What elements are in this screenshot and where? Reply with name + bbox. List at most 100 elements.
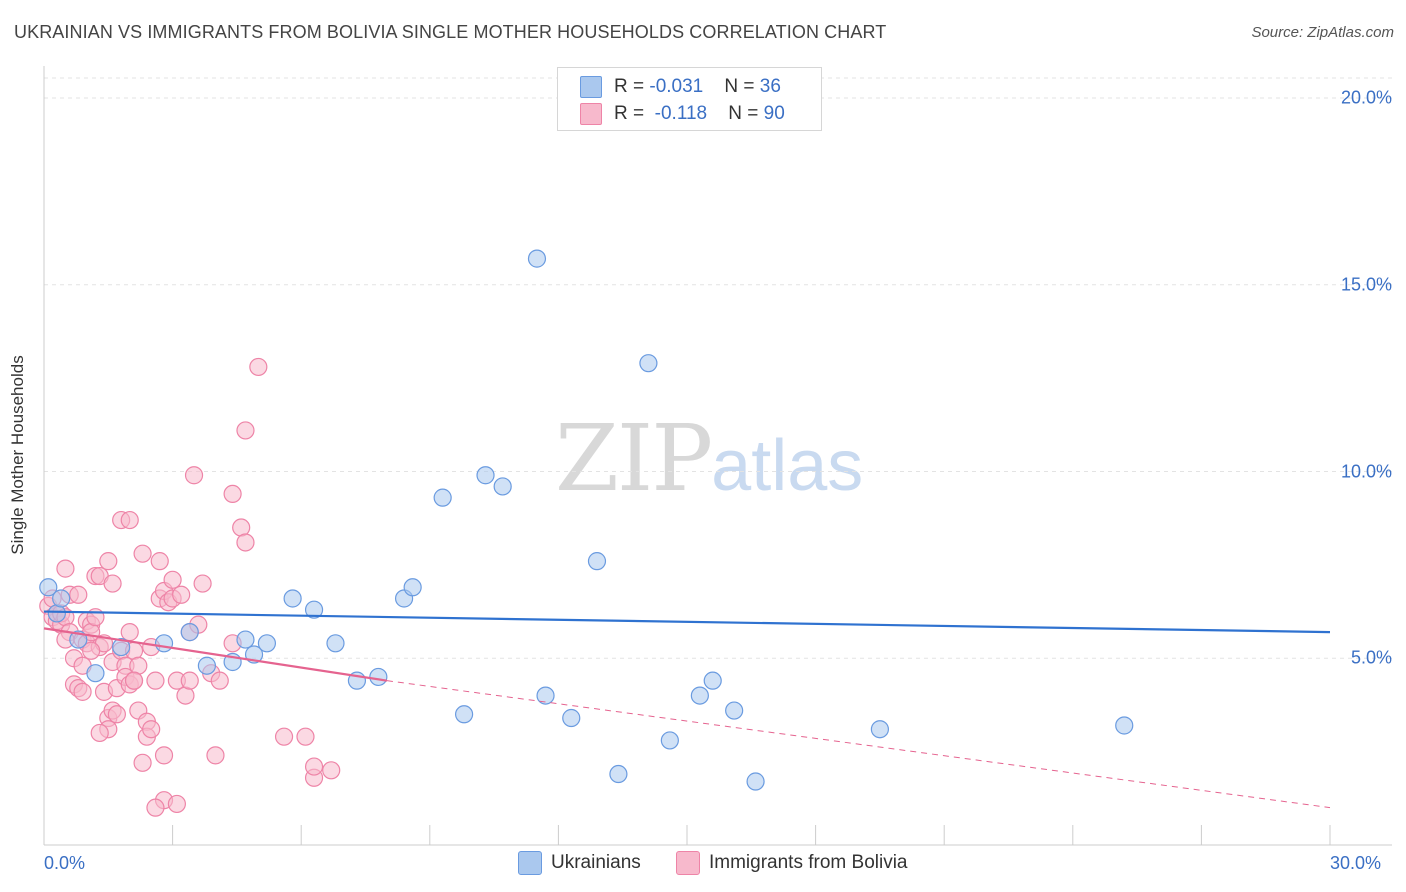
- watermark: ZIPatlas: [555, 405, 863, 512]
- point-ukrainians: [870, 720, 890, 739]
- r-value: -0.118: [654, 103, 708, 124]
- point-ukrainians: [236, 630, 255, 649]
- point-ukrainians: [180, 623, 199, 642]
- point-ukrainians: [283, 589, 302, 608]
- legend-label-ukrainians: Ukrainians: [551, 852, 641, 873]
- point-ukrainians: [86, 664, 105, 683]
- point-bolivia: [210, 671, 229, 690]
- point-bolivia: [120, 510, 139, 530]
- point-ukrainians: [527, 249, 547, 268]
- point-bolivia: [150, 552, 169, 571]
- point-ukrainians: [197, 656, 216, 675]
- point-ukrainians: [562, 708, 581, 728]
- r-value: -0.031: [649, 76, 704, 97]
- y-tick-label: 10.0%: [1340, 461, 1392, 481]
- point-bolivia: [172, 585, 191, 604]
- point-bolivia: [107, 705, 126, 724]
- correlation-legend: R = -0.031 N = 36 R = -0.118 N = 90: [557, 67, 822, 131]
- point-bolivia: [82, 641, 101, 660]
- point-bolivia: [236, 533, 255, 552]
- legend-swatch-bolivia: [676, 851, 700, 875]
- point-bolivia: [103, 574, 122, 593]
- legend-row-bolivia: R = -0.118 N = 90: [580, 103, 785, 125]
- point-bolivia: [184, 466, 204, 485]
- point-bolivia: [180, 671, 199, 690]
- point-bolivia: [274, 727, 294, 746]
- point-ukrainians: [660, 731, 679, 750]
- r-label: R =: [614, 76, 650, 97]
- point-bolivia: [236, 421, 255, 440]
- point-ukrainians: [746, 772, 765, 791]
- point-ukrainians: [690, 686, 709, 705]
- point-bolivia: [232, 518, 251, 537]
- legend-row-ukrainians: R = -0.031 N = 36: [580, 76, 781, 98]
- point-bolivia: [133, 753, 152, 772]
- point-ukrainians: [639, 354, 658, 373]
- watermark-zip: ZIP: [555, 405, 713, 512]
- point-ukrainians: [587, 552, 607, 571]
- point-bolivia: [90, 723, 109, 743]
- trend-line-bolivia: [43, 627, 388, 682]
- point-bolivia: [223, 484, 242, 504]
- point-bolivia: [129, 656, 148, 675]
- point-ukrainians: [1115, 716, 1134, 735]
- point-ukrainians: [454, 705, 474, 724]
- chart-title: UKRAINIAN VS IMMIGRANTS FROM BOLIVIA SIN…: [14, 22, 887, 42]
- trend-line-bolivia-extrapolated: [386, 680, 1331, 809]
- x-tick-max: 30.0%: [1330, 853, 1382, 873]
- point-bolivia: [120, 623, 139, 642]
- point-bolivia: [296, 727, 315, 746]
- point-bolivia: [73, 682, 92, 701]
- point-bolivia: [99, 552, 118, 571]
- n-value: 36: [759, 76, 781, 97]
- legend-swatch-ukrainians: [518, 851, 542, 875]
- legend-item-ukrainians[interactable]: Ukrainians: [518, 851, 641, 875]
- point-ukrainians: [47, 604, 66, 623]
- point-ukrainians: [112, 637, 131, 657]
- point-bolivia: [163, 570, 182, 589]
- point-bolivia: [193, 574, 212, 593]
- point-bolivia: [154, 746, 174, 765]
- point-bolivia: [206, 746, 225, 765]
- source-label: Source: ZipAtlas.com: [1251, 24, 1394, 41]
- y-tick-label: 5.0%: [1350, 647, 1392, 668]
- n-value: 90: [763, 103, 785, 124]
- point-ukrainians: [493, 477, 512, 496]
- y-tick-label: 20.0%: [1340, 87, 1392, 108]
- point-bolivia: [249, 357, 268, 377]
- point-ukrainians: [326, 634, 345, 653]
- legend-swatch-bolivia: [580, 103, 602, 125]
- trend-line-ukrainians: [43, 610, 1331, 634]
- point-ukrainians: [154, 634, 174, 653]
- n-label: N =: [724, 76, 760, 97]
- point-ukrainians: [39, 578, 58, 597]
- x-tick-min: 0.0%: [44, 853, 86, 873]
- point-bolivia: [146, 798, 165, 817]
- point-bolivia: [124, 671, 144, 690]
- watermark-atlas: atlas: [711, 426, 864, 506]
- point-ukrainians: [433, 488, 452, 507]
- point-ukrainians: [703, 671, 722, 690]
- point-ukrainians: [403, 578, 422, 597]
- point-ukrainians: [536, 686, 555, 705]
- n-label: N =: [728, 103, 764, 124]
- point-bolivia: [167, 794, 186, 814]
- point-ukrainians: [304, 600, 324, 619]
- point-bolivia: [69, 585, 88, 604]
- point-ukrainians: [725, 701, 744, 720]
- point-bolivia: [56, 559, 75, 578]
- point-ukrainians: [476, 466, 495, 485]
- legend-item-bolivia[interactable]: Immigrants from Bolivia: [676, 851, 908, 875]
- series-legend: Ukrainians Immigrants from Bolivia: [0, 851, 1406, 877]
- point-ukrainians: [257, 634, 277, 653]
- legend-swatch-ukrainians: [580, 76, 602, 98]
- point-bolivia: [304, 757, 324, 776]
- point-bolivia: [146, 671, 165, 690]
- y-tick-label: 15.0%: [1340, 274, 1392, 295]
- point-bolivia: [322, 761, 341, 780]
- point-bolivia: [142, 720, 161, 739]
- point-bolivia: [133, 544, 152, 563]
- point-ukrainians: [609, 764, 628, 784]
- legend-label-bolivia: Immigrants from Bolivia: [709, 852, 908, 873]
